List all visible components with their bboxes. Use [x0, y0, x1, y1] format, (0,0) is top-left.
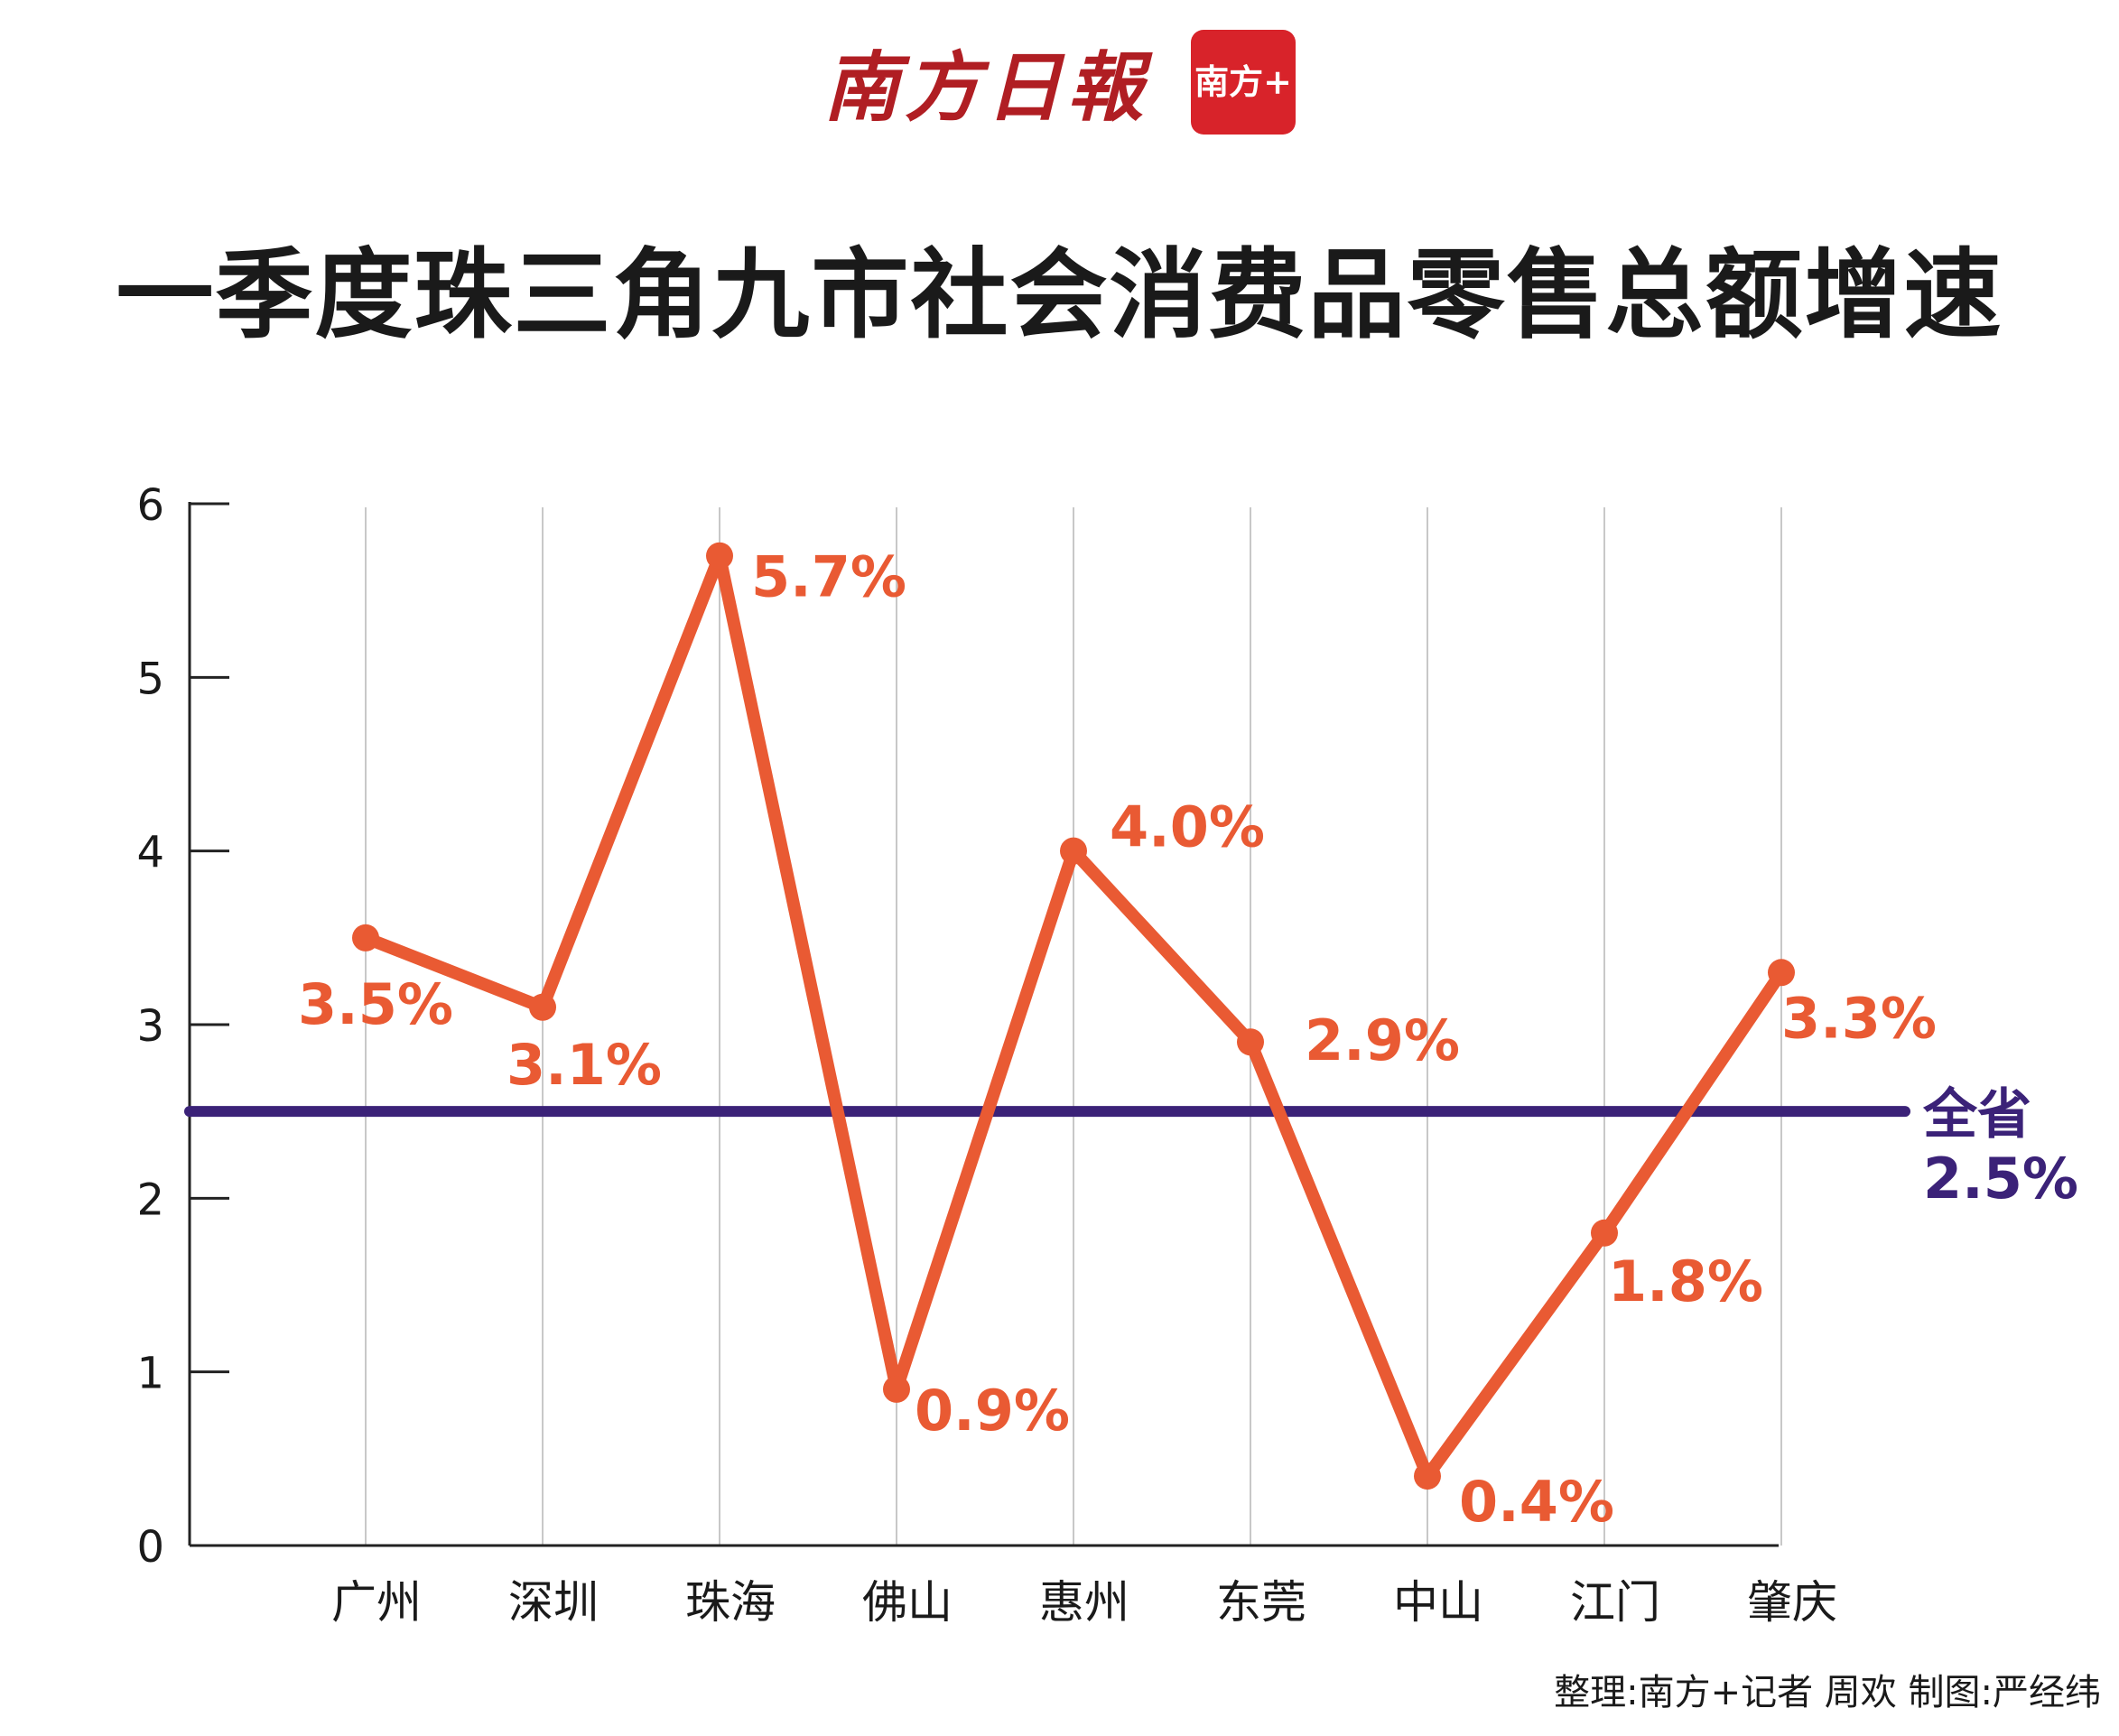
newspaper-logo: 南方日報 [823, 42, 1148, 132]
data-point [883, 1375, 910, 1403]
x-category-label: 肇庆 [1747, 1576, 1837, 1629]
data-label: 5.7% [751, 544, 906, 610]
x-category-label: 东莞 [1216, 1576, 1306, 1629]
y-tick-label: 4 [136, 828, 164, 878]
data-label: 0.9% [915, 1378, 1070, 1444]
data-point [1060, 837, 1087, 865]
x-category-label: 广州 [331, 1576, 422, 1629]
reference-value-label: 2.5% [1923, 1146, 2078, 1211]
x-category-label: 中山 [1393, 1576, 1483, 1629]
data-point [529, 993, 556, 1021]
data-label: 3.5% [298, 971, 453, 1037]
data-point [706, 542, 733, 570]
x-category-label: 江门 [1570, 1576, 1660, 1629]
data-point [352, 924, 379, 952]
data-point [1591, 1219, 1618, 1247]
data-label: 3.3% [1781, 985, 1937, 1051]
data-point [1768, 959, 1795, 987]
y-tick-label: 3 [136, 1001, 164, 1052]
data-label: 3.1% [507, 1032, 662, 1098]
data-point [1237, 1028, 1264, 1056]
data-label: 1.8% [1608, 1249, 1763, 1314]
y-tick-label: 2 [136, 1174, 164, 1225]
data-point [1414, 1462, 1441, 1490]
chart-title: 一季度珠三角九市社会消费品零售总额增速 [116, 239, 2003, 352]
x-category-label: 佛山 [862, 1576, 953, 1629]
y-tick-label: 0 [136, 1522, 164, 1573]
x-category-label: 珠海 [685, 1576, 776, 1629]
credit-line: 整理:南方+记者 周欢 制图:严经纬 [1554, 1672, 2101, 1713]
y-tick-label: 1 [136, 1349, 164, 1399]
x-category-label: 深圳 [508, 1576, 599, 1629]
brand-header: 南方日報 南方+ [0, 27, 2119, 136]
y-tick-label: 6 [136, 480, 164, 531]
data-label: 0.4% [1459, 1469, 1614, 1535]
app-logo-icon: 南方+ [1191, 29, 1296, 135]
data-label: 4.0% [1110, 794, 1265, 860]
reference-label: 全省 [1922, 1083, 2031, 1147]
y-tick-label: 5 [136, 654, 164, 704]
x-category-label: 惠州 [1039, 1576, 1129, 1629]
data-label: 2.9% [1305, 1007, 1460, 1073]
